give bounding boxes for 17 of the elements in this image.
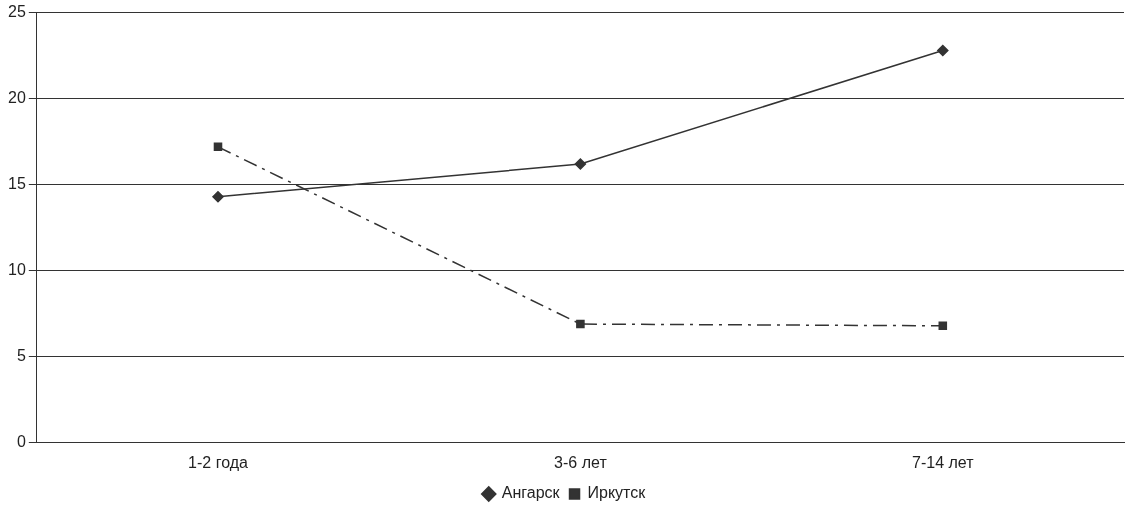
y-tick-label: 20 (8, 89, 26, 107)
x-tick-label: 3-6 лет (554, 453, 608, 471)
legend-label: Ангарск (501, 484, 561, 502)
legend-label: Иркутск (587, 484, 647, 502)
y-tick-label: 10 (8, 261, 26, 279)
point (213, 142, 223, 152)
point (212, 190, 224, 203)
x-tick-label: 1-2 года (188, 453, 249, 471)
point (574, 158, 587, 170)
y-tick-label: 25 (8, 3, 26, 21)
y-tick-label: 5 (16, 347, 26, 365)
y-tick-label: 15 (8, 175, 26, 193)
point (937, 44, 949, 57)
x-tick-label: 7-14 лет (912, 453, 975, 471)
point (938, 321, 948, 331)
y-tick-label: 0 (16, 433, 26, 451)
point (576, 319, 585, 329)
